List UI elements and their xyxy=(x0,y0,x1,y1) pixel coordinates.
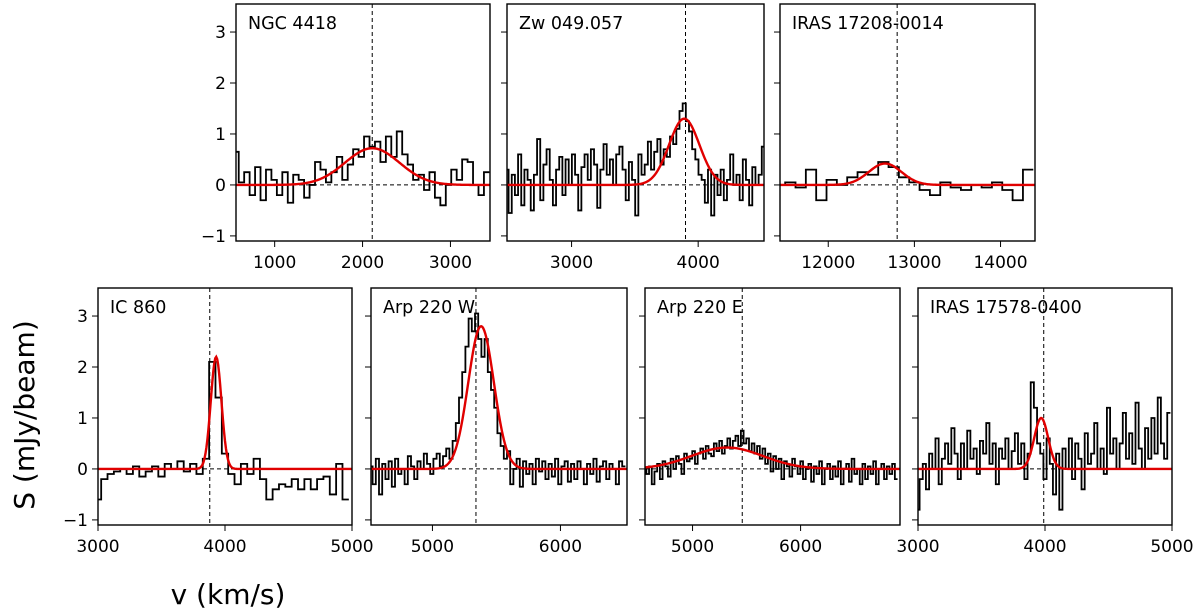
panel-title: IRAS 17578-0400 xyxy=(930,298,1082,318)
gaussian-fit-line xyxy=(371,324,627,471)
panel-7: 3000 4000 5000 IRAS 17578-0400 xyxy=(896,287,1194,557)
plot-area xyxy=(236,4,490,241)
panel-title: IRAS 17208-0014 xyxy=(792,14,944,34)
x-tick-label: 1000 xyxy=(253,253,296,273)
x-tick-label: 5000 xyxy=(671,537,714,557)
y-tick-label: 1 xyxy=(215,125,226,145)
gaussian-fit-line xyxy=(780,162,1035,187)
x-tick-label: 4000 xyxy=(677,253,720,273)
y-tick-label: 0 xyxy=(215,176,226,196)
gaussian-fit-line xyxy=(645,446,900,471)
panel-title: Zw 049.057 xyxy=(519,14,623,34)
panel-title: Arp 220 E xyxy=(657,298,743,318)
panel-frame xyxy=(235,3,491,242)
y-tick-label: 3 xyxy=(77,307,88,327)
spectrum-line xyxy=(645,429,898,486)
plot-area xyxy=(98,288,352,525)
plot-area xyxy=(918,288,1172,525)
y-tick-label: 0 xyxy=(77,460,88,480)
panel-title: NGC 4418 xyxy=(248,14,337,34)
x-tick-label: 14000 xyxy=(973,253,1027,273)
panel-5: 5000 6000 Arp 220 W xyxy=(365,287,628,557)
x-tick-label: 5000 xyxy=(1150,537,1193,557)
spectrum-line xyxy=(918,381,1171,511)
y-tick-label: 2 xyxy=(215,74,226,94)
gaussian-fit-line xyxy=(507,117,764,187)
plot-area xyxy=(645,288,900,525)
panel-3: 12000 13000 14000 IRAS 17208-0014 xyxy=(774,3,1036,273)
x-tick-label: 3000 xyxy=(550,253,593,273)
panel-frame xyxy=(917,287,1173,526)
spectrum-line xyxy=(507,102,764,217)
panel-4: 3000 4000 5000 −1 0 1 2 3 IC 860 xyxy=(63,287,374,557)
plot-area xyxy=(780,4,1035,241)
x-tick-label: 5000 xyxy=(330,537,373,557)
x-axis-title: v (km/s) xyxy=(171,578,286,611)
x-tick-label: 4000 xyxy=(203,537,246,557)
x-tick-label: 5000 xyxy=(411,537,454,557)
x-tick-label: 12000 xyxy=(801,253,855,273)
panel-1: 1000 2000 3000 −1 0 1 2 3 NGC 4418 xyxy=(201,3,491,273)
plot-area xyxy=(371,288,627,525)
panel-frame xyxy=(370,287,628,526)
plot-area xyxy=(507,4,764,241)
x-tick-label: 6000 xyxy=(779,537,822,557)
x-tick-label: 6000 xyxy=(539,537,582,557)
x-tick-label: 3000 xyxy=(429,253,472,273)
x-tick-label: 4000 xyxy=(1023,537,1066,557)
panel-title: IC 860 xyxy=(110,298,166,318)
panel-frame xyxy=(506,3,765,242)
panel-title: Arp 220 W xyxy=(383,298,475,318)
gaussian-fit-line xyxy=(98,354,352,471)
panel-6: 5000 6000 Arp 220 E xyxy=(639,287,901,557)
y-axis-title: S (mJy/beam) xyxy=(8,320,41,510)
y-tick-label: −1 xyxy=(201,227,226,247)
panel-frame xyxy=(644,287,901,526)
spectrum-line xyxy=(780,161,1034,202)
spectrum-line xyxy=(236,130,490,207)
y-tick-label: 2 xyxy=(77,358,88,378)
x-tick-label: 3000 xyxy=(896,537,939,557)
panel-2: 3000 4000 Zw 049.057 xyxy=(501,3,765,273)
y-tick-label: 1 xyxy=(77,409,88,429)
panels-group: 1000 2000 3000 −1 0 1 2 3 NGC 4418 3000 4000 Zw 049… xyxy=(63,3,1194,557)
x-tick-label: 3000 xyxy=(76,537,119,557)
panel-frame xyxy=(779,3,1036,242)
spectrum-line xyxy=(98,361,349,501)
y-tick-label: −1 xyxy=(63,511,88,531)
gaussian-fit-line xyxy=(236,147,490,187)
gaussian-fit-line xyxy=(918,416,1172,471)
x-tick-label: 13000 xyxy=(887,253,941,273)
x-tick-label: 2000 xyxy=(341,253,384,273)
y-tick-label: 3 xyxy=(215,23,226,43)
